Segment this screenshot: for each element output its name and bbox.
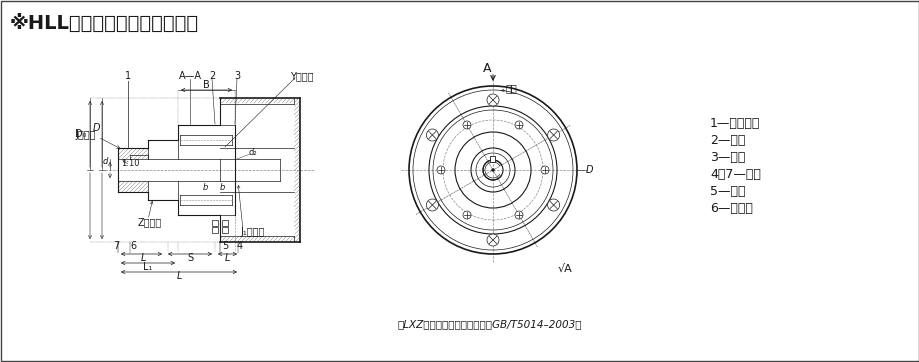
Bar [221,227,228,233]
Text: 1: 1 [125,71,130,81]
Text: b: b [219,184,224,193]
Circle shape [425,199,437,211]
Text: 2—柱销: 2—柱销 [709,135,744,147]
Circle shape [547,199,559,211]
Text: 3: 3 [233,71,240,81]
Circle shape [540,166,549,174]
Text: L: L [224,253,230,263]
Text: 标志: 标志 [505,83,516,93]
Text: 3—挡板: 3—挡板 [709,152,744,164]
Circle shape [515,211,522,219]
Text: 4、7—螺栓: 4、7—螺栓 [709,168,760,181]
Bar [221,220,228,226]
Text: L: L [141,253,145,263]
Text: L: L [176,271,181,281]
Text: D₀: D₀ [75,129,87,139]
Text: A: A [482,63,491,76]
Bar [211,220,218,226]
Circle shape [462,211,471,219]
Text: √A: √A [558,264,573,274]
Text: D: D [584,165,592,175]
Circle shape [486,94,498,106]
Text: 6: 6 [130,241,136,251]
Text: S: S [187,253,193,263]
Circle shape [491,168,494,172]
Text: d₂: d₂ [248,148,257,157]
Circle shape [515,121,522,129]
Text: J₁型轴孔: J₁型轴孔 [240,227,264,237]
Text: A—A: A—A [178,71,201,81]
Text: 1:10: 1:10 [120,160,139,168]
Text: 5: 5 [221,241,228,251]
Text: b: b [202,184,208,193]
Circle shape [486,234,498,246]
Text: Z型轴孔: Z型轴孔 [138,217,162,227]
Text: ※HLL带制动轮弹性柱销联轴器: ※HLL带制动轮弹性柱销联轴器 [10,14,199,33]
Bar [211,227,218,233]
Circle shape [437,166,445,174]
Bar [490,156,495,162]
Text: L₁: L₁ [143,262,153,272]
Text: 4: 4 [237,241,243,251]
Circle shape [462,121,471,129]
Text: 6—制动轮: 6—制动轮 [709,202,752,215]
Text: Y型轴孔: Y型轴孔 [289,71,313,81]
Circle shape [547,129,559,141]
Text: 7: 7 [113,241,119,251]
Text: d: d [103,157,108,167]
Text: （LXZ型制动轮弹性柱销联轴器GB/T5014–2003）: （LXZ型制动轮弹性柱销联轴器GB/T5014–2003） [397,319,582,329]
Text: 1—半联轴器: 1—半联轴器 [709,118,759,130]
Text: 2: 2 [209,71,215,81]
Circle shape [425,129,437,141]
Text: B: B [203,80,210,90]
Text: 5—呆圈: 5—呆圈 [709,185,744,198]
Text: D: D [93,123,100,133]
Text: J型轴孔: J型轴孔 [75,130,96,140]
